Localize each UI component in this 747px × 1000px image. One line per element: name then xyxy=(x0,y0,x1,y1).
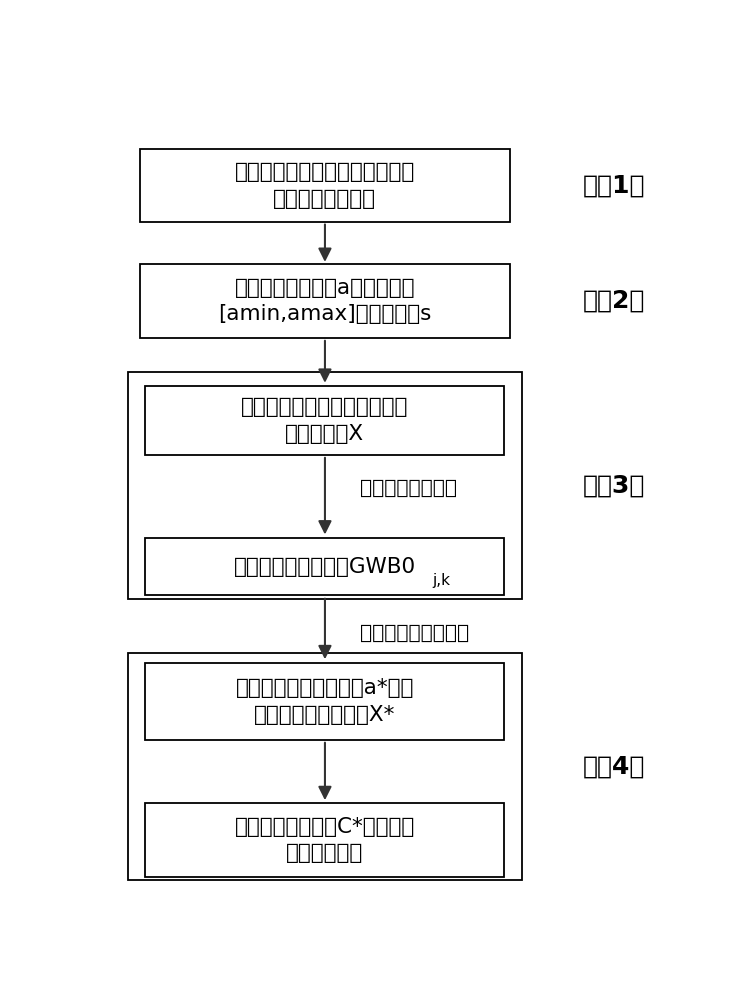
Text: 环形分割得到理想信号相对位
置取值集合X: 环形分割得到理想信号相对位 置取值集合X xyxy=(241,397,409,444)
Bar xyxy=(128,372,521,599)
Text: 调查干道上信号交叉口的基本几
何参数和配时参数: 调查干道上信号交叉口的基本几 何参数和配时参数 xyxy=(235,162,415,209)
Text: 计算干线绿波带宽度GWB0: 计算干线绿波带宽度GWB0 xyxy=(234,557,416,577)
Bar xyxy=(140,149,510,222)
Bar xyxy=(146,803,504,877)
Text: j,k: j,k xyxy=(432,573,450,588)
Text: 步骤2）: 步骤2） xyxy=(583,289,645,313)
Text: 计算理想信号间距a的取值范围
[amin,amax]和迭代步长s: 计算理想信号间距a的取值范围 [amin,amax]和迭代步长s xyxy=(218,278,432,324)
Bar xyxy=(146,538,504,595)
Bar xyxy=(140,264,510,338)
Text: 得到最优理想信号间距a*和最
优理想信号相对位置X*: 得到最优理想信号间距a*和最 优理想信号相对位置X* xyxy=(236,678,414,725)
Bar xyxy=(128,653,521,880)
Bar xyxy=(146,386,504,455)
Text: 步骤1）: 步骤1） xyxy=(583,173,645,197)
Text: 绿波损失计算规则: 绿波损失计算规则 xyxy=(360,479,456,498)
Text: 寻找最大绿波带宽度: 寻找最大绿波带宽度 xyxy=(360,624,469,643)
Text: 步骤4）: 步骤4） xyxy=(583,755,645,779)
Bar xyxy=(146,663,504,740)
Text: 计算最优公共周期C*和各个交
叉口的绿时差: 计算最优公共周期C*和各个交 叉口的绿时差 xyxy=(235,817,415,863)
Text: 步骤3）: 步骤3） xyxy=(583,474,645,498)
